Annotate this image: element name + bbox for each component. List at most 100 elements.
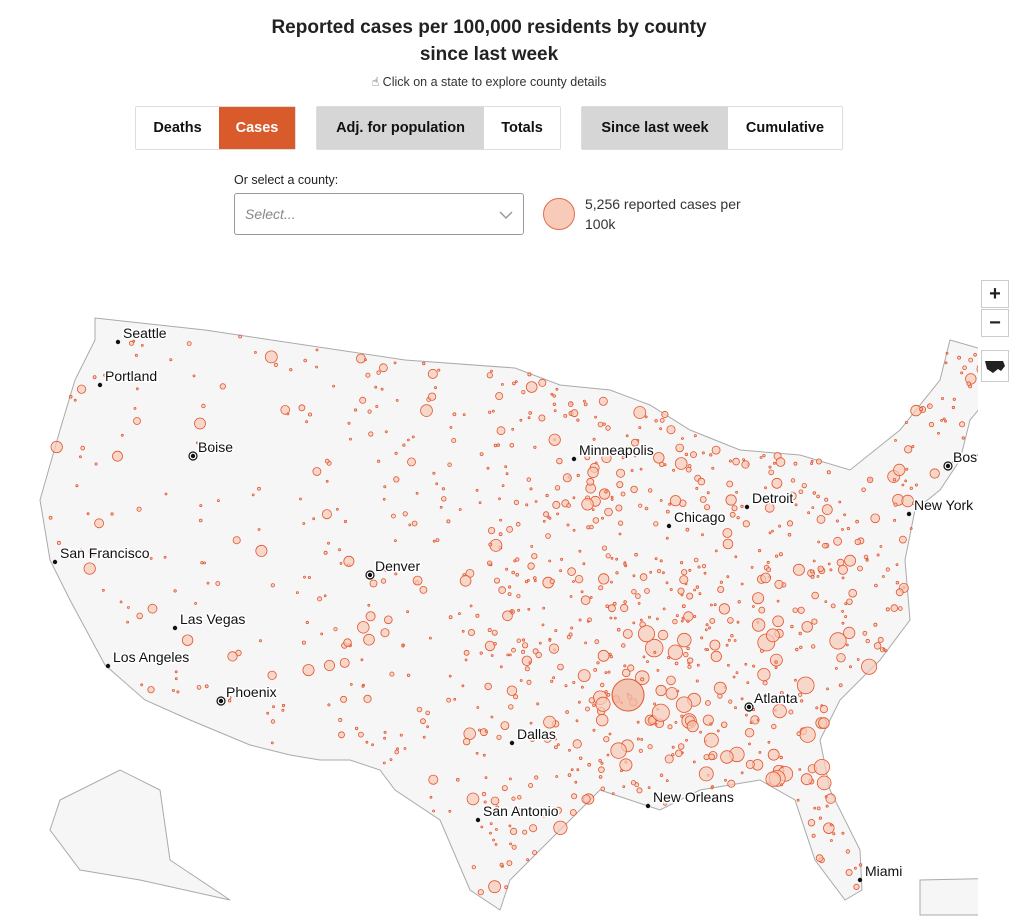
county-dot [757, 548, 762, 553]
county-dot [133, 417, 141, 425]
county-dot [829, 632, 847, 650]
toggle-button[interactable]: Cases [219, 107, 295, 149]
county-dot [632, 621, 636, 625]
county-dot [667, 724, 673, 730]
county-dot [406, 673, 411, 677]
county-dot [112, 450, 123, 462]
county-dot [798, 768, 802, 771]
county-dot [685, 466, 692, 473]
county-dot [798, 489, 804, 495]
toggle-button[interactable]: Totals [484, 107, 560, 149]
county-dot [509, 827, 518, 836]
toggle-button[interactable]: Cumulative [728, 107, 842, 149]
county-dot [380, 628, 390, 638]
county-dot [858, 863, 863, 867]
county-dot [816, 806, 821, 811]
zoom-out[interactable]: − [981, 309, 1009, 337]
county-dot [597, 649, 610, 662]
county-dot [764, 486, 767, 490]
county-dot [960, 371, 964, 375]
county-dot [420, 404, 433, 417]
county-dot [535, 651, 542, 659]
county-dot [510, 610, 514, 614]
county-dot [621, 455, 625, 460]
county-dot [759, 456, 763, 459]
zoom-in[interactable]: + [981, 280, 1009, 308]
county-dot [363, 694, 372, 704]
city-label: Los Angeles [113, 649, 189, 665]
county-dot [376, 459, 381, 463]
county-dot [646, 660, 649, 663]
county-dot [571, 793, 578, 800]
county-dot [639, 467, 643, 471]
county-dot [665, 536, 669, 540]
toggle-button[interactable]: Since last week [582, 107, 728, 149]
county-dot [709, 618, 716, 624]
county-dot [453, 697, 457, 701]
county-dot [623, 600, 627, 604]
county-dot [811, 833, 816, 838]
county-dot [585, 706, 590, 712]
city-label: Atlanta [754, 690, 798, 706]
county-dot [944, 361, 948, 365]
reset-view[interactable] [981, 350, 1009, 382]
county-dot [656, 568, 662, 574]
county-dot [528, 783, 534, 789]
county-dot [771, 477, 783, 489]
county-dot [675, 443, 684, 453]
county-dot [447, 462, 452, 467]
county-dot [937, 431, 940, 435]
county-dot [486, 372, 493, 379]
county-dot [600, 761, 604, 765]
county-dot [496, 734, 502, 740]
county-dot [530, 545, 534, 548]
toggle-button[interactable]: Adj. for population [317, 107, 484, 149]
county-dot [601, 545, 608, 551]
county-dot [411, 435, 415, 439]
county-dot [597, 421, 604, 428]
county-dot [343, 638, 352, 647]
county-dot [849, 665, 853, 669]
county-dot [505, 567, 509, 571]
county-dot [541, 623, 545, 627]
county-dot [837, 564, 848, 575]
county-dot [741, 460, 750, 469]
county-dot [827, 562, 831, 566]
county-dot [196, 685, 202, 690]
county-dot [665, 687, 679, 700]
county-dot [501, 785, 508, 792]
county-dot [772, 461, 776, 465]
county-dot [621, 451, 624, 455]
county-dot [515, 557, 520, 562]
county-dot [957, 355, 961, 360]
county-dot [524, 666, 530, 672]
county-dot [407, 457, 416, 467]
county-dot [884, 649, 888, 653]
toggle-button[interactable]: Deaths [136, 107, 219, 149]
county-dot [174, 670, 178, 674]
county-dot [607, 670, 611, 674]
county-dot [620, 769, 623, 773]
county-dot [490, 796, 500, 806]
county-dot [592, 517, 599, 524]
county-select[interactable]: Select... [234, 193, 524, 235]
county-dot [722, 538, 734, 550]
county-dot [186, 341, 192, 347]
county-dot [787, 491, 797, 501]
county-dot [697, 477, 706, 486]
county-dot [625, 434, 629, 438]
county-dot [495, 805, 500, 810]
county-dot [821, 504, 833, 516]
county-dot [499, 518, 503, 522]
county-dot [552, 394, 556, 398]
county-dot [621, 643, 626, 648]
county-dot [80, 445, 85, 451]
county-dot [700, 636, 704, 640]
county-dot [893, 502, 898, 507]
county-dot [701, 563, 707, 569]
map[interactable]: Seattle Portland Boise San Francisco Las Veg… [0, 250, 978, 922]
county-dot [548, 559, 552, 563]
county-dot [126, 606, 130, 609]
county-dot [556, 512, 559, 516]
county-dot [289, 368, 293, 372]
